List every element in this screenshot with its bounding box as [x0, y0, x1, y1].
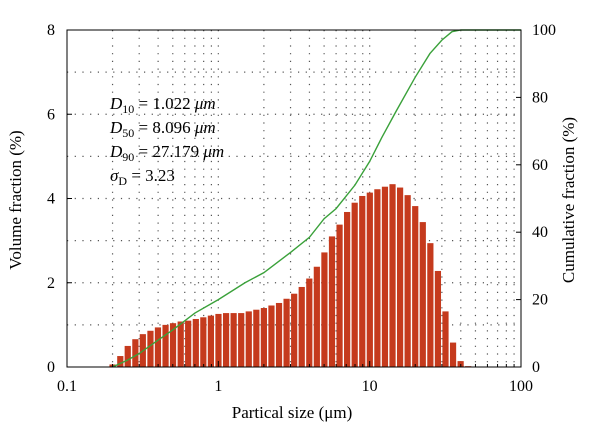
y-right-tick-label: 80 — [532, 89, 548, 106]
y-left-tick-label: 0 — [47, 359, 55, 376]
y-left-tick-label: 8 — [47, 22, 55, 39]
bar — [253, 309, 260, 367]
bar — [381, 186, 389, 367]
bar — [427, 243, 434, 367]
y-left-tick-label: 4 — [47, 191, 55, 208]
bar — [162, 324, 169, 367]
bar — [238, 313, 245, 367]
bar — [154, 327, 162, 367]
bars-layer — [109, 184, 472, 367]
stat-symbol: D — [109, 118, 123, 137]
stat-annotation: D50 = 8.096 μm — [109, 118, 216, 140]
bar — [245, 311, 252, 367]
bar — [192, 318, 199, 367]
stat-unit: μm — [194, 118, 216, 137]
bar — [207, 315, 214, 367]
bar — [222, 313, 230, 367]
stat-symbol: D — [109, 142, 123, 161]
stat-annotation: D10 = 1.022 μm — [109, 94, 216, 116]
stat-symbol: σ — [110, 166, 119, 185]
y-left-tick-label: 6 — [47, 106, 55, 123]
stat-annotation: σD = 3.23 — [110, 166, 175, 188]
bar — [215, 313, 222, 367]
cumulative-fraction-line — [112, 29, 521, 368]
stat-value: = 1.022 — [134, 94, 195, 113]
bar — [449, 342, 457, 367]
bar — [359, 195, 366, 367]
stat-subscript: D — [118, 174, 127, 188]
bar — [366, 192, 373, 367]
x-tick-label: 10 — [362, 378, 378, 395]
y-axis-left-title: Volume fraction (%) — [6, 130, 25, 269]
bar — [306, 278, 313, 367]
stat-subscript: 90 — [122, 150, 134, 164]
bar — [230, 313, 237, 367]
y-right-tick-label: 20 — [532, 292, 548, 309]
bar — [321, 252, 328, 367]
bar — [260, 308, 267, 367]
bar — [351, 202, 358, 367]
bar — [344, 211, 351, 367]
x-axis-title: Partical size (μm) — [232, 403, 353, 422]
stat-subscript: 50 — [122, 126, 134, 140]
bar — [132, 339, 139, 367]
bar — [404, 195, 411, 367]
bar — [412, 206, 419, 367]
bar — [434, 270, 442, 367]
bar — [117, 356, 124, 367]
bar — [328, 236, 336, 367]
bar — [442, 311, 449, 367]
y-axis-right-title: Cumulative fraction (%) — [559, 117, 578, 283]
cumulative-line-layer — [112, 29, 521, 368]
stat-symbol: D — [109, 94, 123, 113]
stat-unit: μm — [202, 142, 224, 161]
bar — [291, 293, 298, 367]
bar — [200, 317, 207, 367]
stat-annotation: D90 = 27.179 μm — [109, 142, 224, 164]
bar — [389, 184, 396, 367]
bar — [169, 323, 177, 367]
stat-value: = 3.23 — [127, 166, 175, 185]
bar — [298, 286, 305, 367]
y-left-tick-label: 2 — [47, 275, 55, 292]
bar — [185, 320, 192, 367]
bar — [374, 189, 381, 367]
bar — [336, 224, 343, 367]
bar — [177, 321, 184, 367]
x-tick-label: 100 — [509, 378, 533, 395]
x-tick-label: 0.1 — [57, 378, 77, 395]
stat-subscript: 10 — [122, 102, 134, 116]
bar — [124, 345, 131, 367]
stat-value: = 27.179 — [134, 142, 203, 161]
bar — [283, 298, 290, 367]
stat-unit: μm — [194, 94, 216, 113]
y-right-tick-label: 60 — [532, 157, 548, 174]
stat-value: = 8.096 — [134, 118, 195, 137]
y-right-tick-label: 0 — [532, 359, 540, 376]
y-right-tick-label: 100 — [532, 22, 556, 39]
bar — [396, 187, 404, 367]
y-right-tick-label: 40 — [532, 224, 548, 241]
x-tick-label: 1 — [214, 378, 222, 395]
bar — [275, 302, 283, 367]
bar — [419, 222, 426, 367]
bar — [268, 305, 275, 367]
bar — [147, 330, 154, 367]
bar — [313, 266, 320, 367]
